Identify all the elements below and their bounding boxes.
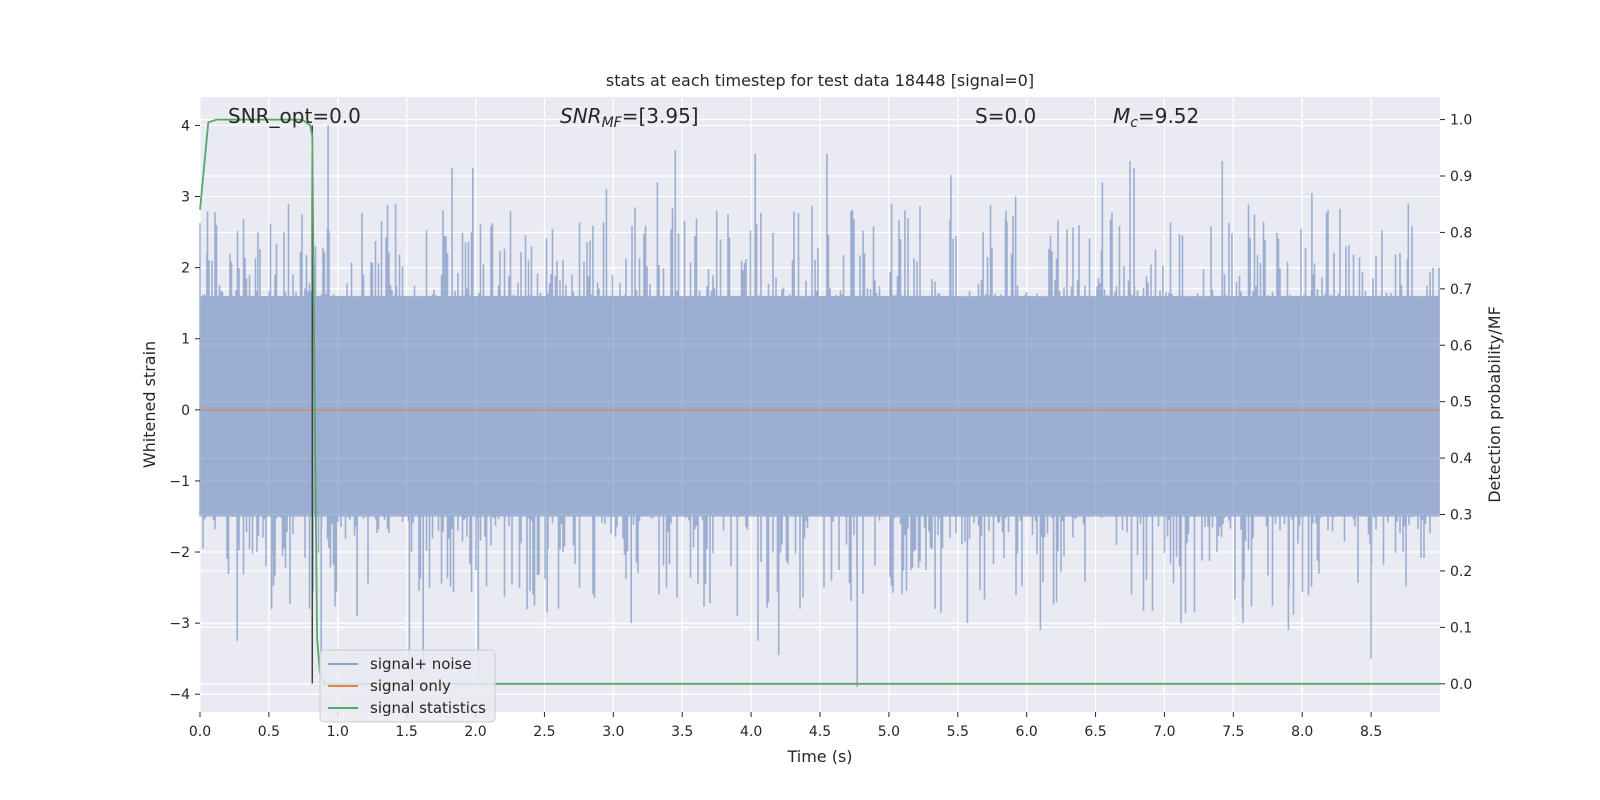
annotation-text: S=0.0 [975, 104, 1036, 128]
x-tick-label: 4.0 [740, 724, 762, 740]
x-tick-label: 0.0 [189, 724, 211, 740]
x-axis-label: Time (s) [786, 747, 852, 766]
y2-tick-label: 0.0 [1450, 677, 1472, 693]
annotation-subscript: c [1130, 115, 1138, 131]
x-tick-label: 8.0 [1291, 724, 1313, 740]
annotation-text: SNRMF=[3.95] [560, 104, 699, 131]
signal-noise-line [199, 125, 1440, 688]
annotation-text: Mc=9.52 [1113, 104, 1199, 131]
y2-tick-label: 0.4 [1450, 451, 1472, 467]
annotation-suffix: =9.52 [1138, 104, 1199, 128]
annotation-main: S [975, 104, 988, 128]
x-tick-label: 8.5 [1360, 724, 1382, 740]
legend: signal+ noise signal only signal statistic… [319, 649, 496, 723]
annotation-suffix: =0.0 [988, 104, 1037, 128]
x-tick-label: 0.5 [258, 724, 280, 740]
axes: 0.0 0.5 1.0 1.5 2.0 2.5 3.0 3.5 4.0 4.5 5.0 5.5 6.0 6… [140, 71, 1504, 766]
y2-axis-label: Detection probability/MF [1485, 306, 1504, 503]
y2-tick-label: 0.2 [1450, 564, 1472, 580]
x-tick-label: 3.0 [602, 724, 624, 740]
x-tick-label: 7.5 [1222, 724, 1244, 740]
y-tick-label: 2 [181, 261, 190, 277]
legend-box [319, 649, 496, 723]
y-tick-label: −2 [169, 545, 190, 561]
y2-tick-label: 0.1 [1450, 620, 1472, 636]
annotation-suffix: =[3.95] [622, 104, 699, 128]
y-axis-label: Whitened strain [140, 341, 159, 468]
legend-label: signal statistics [370, 699, 486, 717]
x-tick-label: 1.0 [327, 724, 349, 740]
y2-tick-label: 0.7 [1450, 282, 1472, 298]
annotation-text: SNR_opt=0.0 [228, 104, 361, 128]
y-tick-label: 3 [181, 190, 190, 206]
x-tick-label: 5.5 [947, 724, 969, 740]
x-tick-label: 1.5 [396, 724, 418, 740]
x-tick-label: 6.5 [1084, 724, 1106, 740]
y-tick-label: −4 [169, 687, 190, 703]
y-tick-label: −3 [169, 616, 190, 632]
y-tick-label: 4 [181, 118, 190, 134]
legend-label: signal+ noise [370, 655, 472, 673]
y-tick-label: 1 [181, 332, 190, 348]
x-tick-label: 4.5 [809, 724, 831, 740]
x-tick-label: 2.0 [464, 724, 486, 740]
annotation-main: M [1113, 104, 1130, 128]
x-tick-label: 3.5 [671, 724, 693, 740]
y2-tick-label: 0.3 [1450, 508, 1472, 524]
y2-tick-label: 1.0 [1450, 113, 1472, 129]
y-tick-label: 0 [181, 403, 190, 419]
annotation-main: SNR [560, 104, 602, 128]
x-tick-label: 7.0 [1153, 724, 1175, 740]
annotation-main: SNR_opt=0.0 [228, 104, 361, 128]
legend-label: signal only [370, 677, 451, 695]
y2-tick-label: 0.9 [1450, 169, 1472, 185]
y2-tick-label: 0.6 [1450, 338, 1472, 354]
y2-tick-label: 0.5 [1450, 395, 1472, 411]
annotations: SNR_opt=0.0 SNRMF=[3.95] S=0.0 Mc=9.52 [228, 104, 1199, 131]
x-tick-label: 6.0 [1016, 724, 1038, 740]
y2-tick-label: 0.8 [1450, 225, 1472, 241]
signal-noise-series [199, 125, 1440, 688]
annotation-subscript: MF [602, 115, 623, 131]
x-tick-label: 5.0 [878, 724, 900, 740]
x-tick-label: 2.5 [533, 724, 555, 740]
y-tick-label: −1 [169, 474, 190, 490]
chart-title: stats at each timestep for test data 184… [606, 71, 1034, 90]
